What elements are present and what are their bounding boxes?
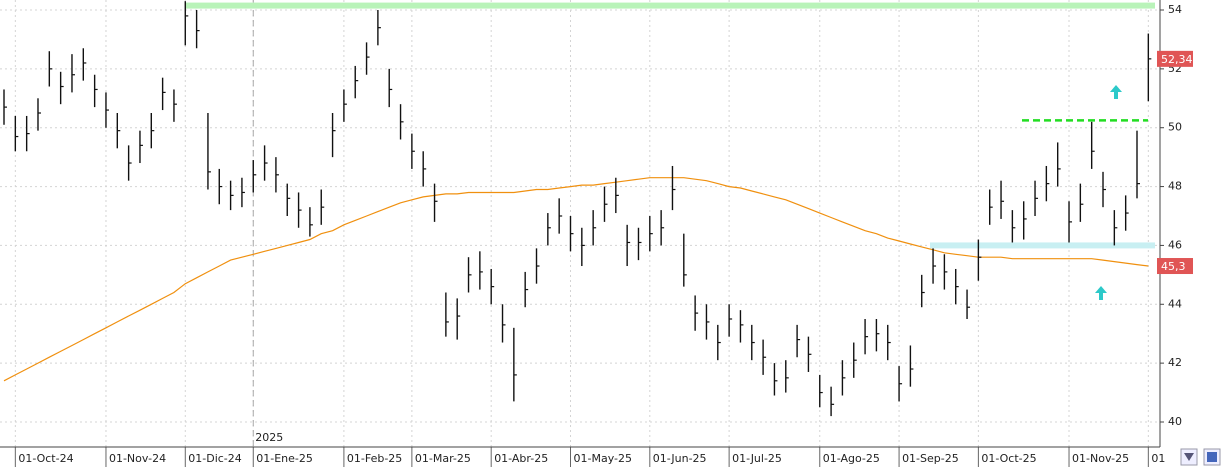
save-icon	[1207, 452, 1217, 462]
x-tick-label: 01-Dic-24	[188, 452, 242, 465]
level-band	[930, 242, 1155, 249]
ma-price-tag	[1157, 258, 1193, 275]
x-tick-label: 01	[1151, 452, 1165, 465]
x-tick-label: 01-Oct-25	[981, 452, 1036, 465]
x-tick-label: 01-Oct-24	[18, 452, 73, 465]
x-tick-label: 01-Mar-25	[415, 452, 471, 465]
x-tick-label: 01-Abr-25	[494, 452, 548, 465]
last-price-tag-label: 52,34	[1161, 53, 1193, 66]
y-tick-label: 44	[1168, 297, 1182, 310]
ma-price-tag-label: 45,3	[1161, 260, 1186, 273]
up-arrow	[1095, 286, 1107, 300]
x-tick-label: 01-May-25	[574, 452, 632, 465]
x-tick-label: 01-Jun-25	[653, 452, 707, 465]
last-price-tag	[1157, 50, 1193, 67]
y-tick-label: 40	[1168, 415, 1182, 428]
x-tick-label: 01-Nov-25	[1072, 452, 1129, 465]
x-tick-label: 01-Ago-25	[823, 452, 880, 465]
scroll-icon	[1184, 453, 1194, 461]
y-tick-label: 48	[1168, 180, 1182, 193]
up-arrow	[1110, 85, 1122, 99]
year-label: 2025	[255, 431, 283, 444]
y-tick-label: 54	[1168, 3, 1182, 16]
x-tick-label: 01-Ene-25	[256, 452, 313, 465]
y-tick-label: 42	[1168, 356, 1182, 369]
moving-average	[3, 177, 1149, 382]
x-tick-label: 01-Jul-25	[732, 452, 782, 465]
y-tick-label: 46	[1168, 238, 1182, 251]
x-tick-label: 01-Sep-25	[902, 452, 959, 465]
y-tick-label: 50	[1168, 121, 1182, 134]
x-tick-label: 01-Feb-25	[347, 452, 402, 465]
x-tick-label: 01-Nov-24	[109, 452, 166, 465]
level-band	[185, 2, 1155, 9]
